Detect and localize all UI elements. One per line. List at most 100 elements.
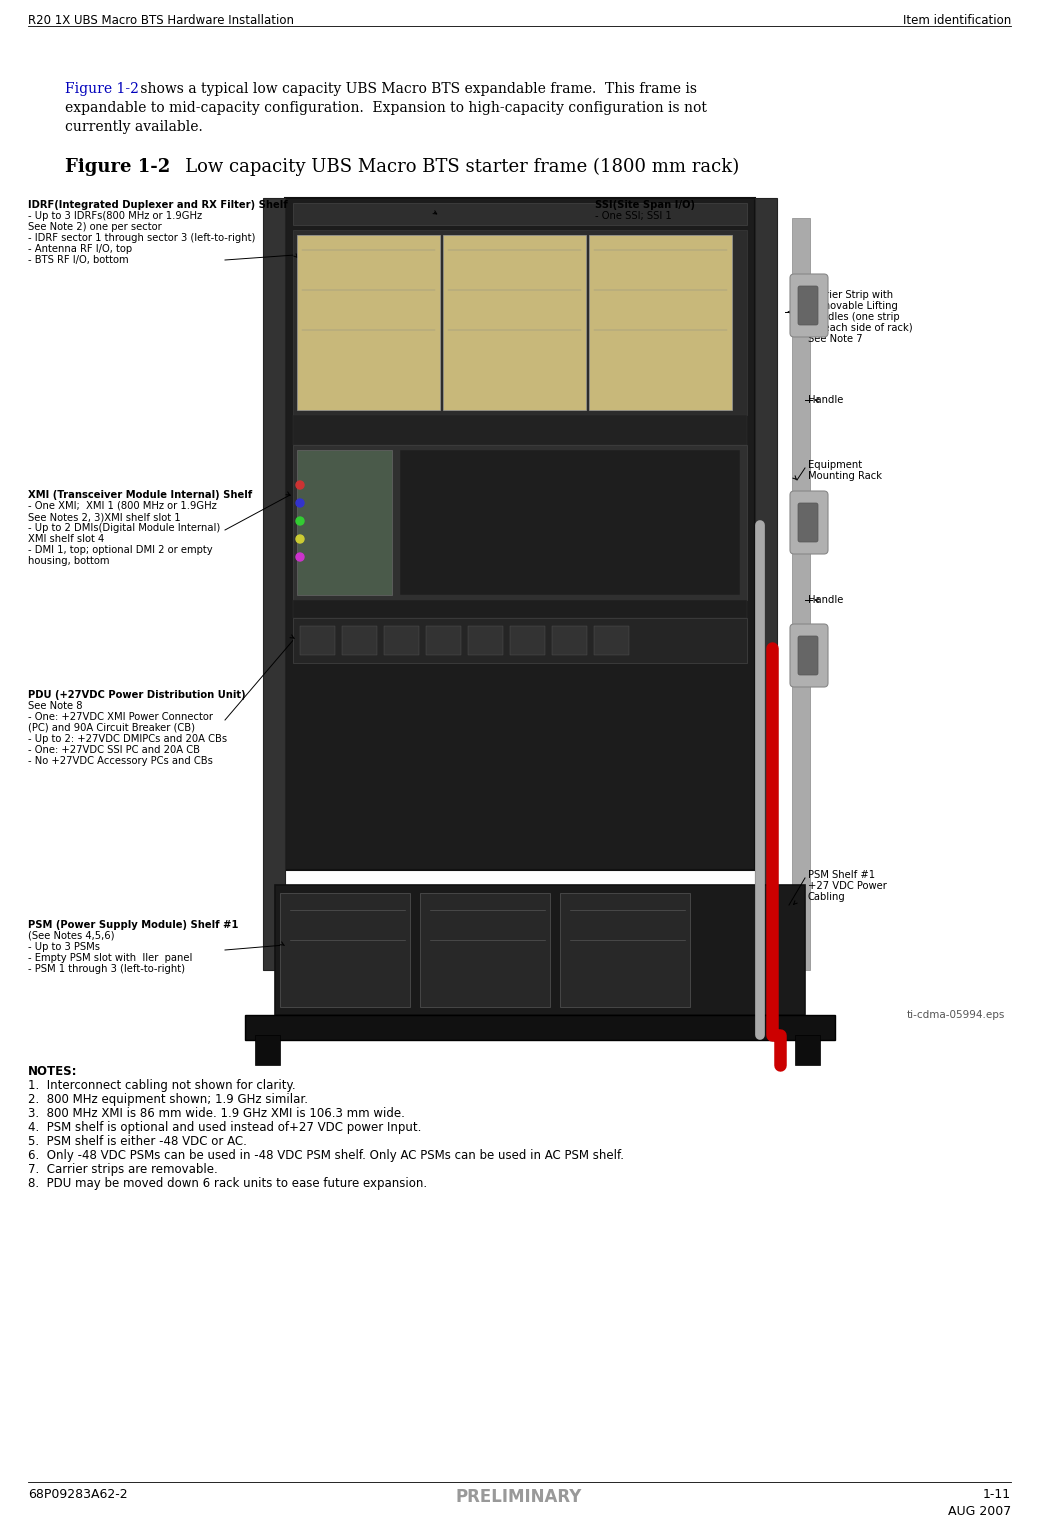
Text: - DMI 1, top; optional DMI 2 or empty: - DMI 1, top; optional DMI 2 or empty xyxy=(28,545,213,554)
FancyBboxPatch shape xyxy=(798,502,818,542)
Text: 3.  800 MHz XMI is 86 mm wide. 1.9 GHz XMI is 106.3 mm wide.: 3. 800 MHz XMI is 86 mm wide. 1.9 GHz XM… xyxy=(28,1107,405,1119)
FancyBboxPatch shape xyxy=(798,286,818,325)
Text: - Up to 3 IDRFs(800 MHz or 1.9GHz: - Up to 3 IDRFs(800 MHz or 1.9GHz xyxy=(28,211,203,221)
Bar xyxy=(594,626,629,655)
Bar xyxy=(297,235,439,411)
Text: IDRF(Integrated Duplexer and RX Filter) Shelf: IDRF(Integrated Duplexer and RX Filter) … xyxy=(28,200,288,211)
Bar xyxy=(275,886,805,1015)
Text: R20 1X UBS Macro BTS Hardware Installation: R20 1X UBS Macro BTS Hardware Installati… xyxy=(28,14,294,27)
Bar xyxy=(384,626,419,655)
FancyBboxPatch shape xyxy=(798,637,818,675)
Text: - No +27VDC Accessory PCs and CBs: - No +27VDC Accessory PCs and CBs xyxy=(28,756,213,767)
Text: - Up to 2 DMIs(Digital Module Internal): - Up to 2 DMIs(Digital Module Internal) xyxy=(28,524,220,533)
Text: See Note 7: See Note 7 xyxy=(808,334,862,344)
Bar xyxy=(589,235,732,411)
Text: Handle: Handle xyxy=(808,395,844,405)
Bar xyxy=(293,231,747,415)
Text: Item identification: Item identification xyxy=(903,14,1011,27)
Text: PRELIMINARY: PRELIMINARY xyxy=(456,1487,582,1506)
Text: 2.  800 MHz equipment shown; 1.9 GHz similar.: 2. 800 MHz equipment shown; 1.9 GHz simi… xyxy=(28,1093,308,1106)
Text: - One: +27VDC SSI PC and 20A CB: - One: +27VDC SSI PC and 20A CB xyxy=(28,745,199,754)
Text: shows a typical low capacity UBS Macro BTS expandable frame.  This frame is: shows a typical low capacity UBS Macro B… xyxy=(136,82,697,96)
Text: 4.  PSM shelf is optional and used instead of+27 VDC power Input.: 4. PSM shelf is optional and used instea… xyxy=(28,1121,422,1135)
Text: - Up to 3 PSMs: - Up to 3 PSMs xyxy=(28,942,100,951)
Text: Mounting Rack: Mounting Rack xyxy=(808,470,882,481)
Text: currently available.: currently available. xyxy=(65,121,203,134)
Text: PSM (Power Supply Module) Shelf #1: PSM (Power Supply Module) Shelf #1 xyxy=(28,919,239,930)
Text: PDU (+27VDC Power Distribution Unit): PDU (+27VDC Power Distribution Unit) xyxy=(28,690,245,699)
Bar xyxy=(297,450,392,596)
Bar xyxy=(285,199,755,870)
FancyBboxPatch shape xyxy=(790,625,828,687)
Text: See Note 2) one per sector: See Note 2) one per sector xyxy=(28,221,162,232)
Text: AUG 2007: AUG 2007 xyxy=(948,1506,1011,1518)
Circle shape xyxy=(296,553,304,560)
Bar xyxy=(510,626,545,655)
Text: (See Notes 4,5,6): (See Notes 4,5,6) xyxy=(28,931,114,941)
Text: - One: +27VDC XMI Power Connector: - One: +27VDC XMI Power Connector xyxy=(28,712,213,722)
Text: on each side of rack): on each side of rack) xyxy=(808,324,912,333)
Text: SSI(Site Span I/O): SSI(Site Span I/O) xyxy=(595,200,695,211)
Bar xyxy=(443,235,586,411)
Text: Figure 1-2: Figure 1-2 xyxy=(65,157,170,176)
Text: 7.  Carrier strips are removable.: 7. Carrier strips are removable. xyxy=(28,1164,218,1176)
Text: 68P09283A62-2: 68P09283A62-2 xyxy=(28,1487,128,1501)
Text: 1.  Interconnect cabling not shown for clarity.: 1. Interconnect cabling not shown for cl… xyxy=(28,1080,296,1092)
Text: ti-cdma-05994.eps: ti-cdma-05994.eps xyxy=(907,1009,1005,1020)
Text: housing, bottom: housing, bottom xyxy=(28,556,109,567)
Text: Cabling: Cabling xyxy=(808,892,846,902)
Bar xyxy=(426,626,461,655)
Bar xyxy=(755,199,777,970)
Text: XMI shelf slot 4: XMI shelf slot 4 xyxy=(28,534,104,544)
Text: - BTS RF I/O, bottom: - BTS RF I/O, bottom xyxy=(28,255,129,266)
Bar xyxy=(293,444,747,600)
Text: XMI (Transceiver Module Internal) Shelf: XMI (Transceiver Module Internal) Shelf xyxy=(28,490,252,499)
Bar xyxy=(255,1035,279,1064)
Text: PSM Shelf #1: PSM Shelf #1 xyxy=(808,870,875,880)
Text: Carrier Strip with: Carrier Strip with xyxy=(808,290,894,299)
Bar xyxy=(400,450,740,596)
Text: 1-11: 1-11 xyxy=(983,1487,1011,1501)
Text: 5.  PSM shelf is either -48 VDC or AC.: 5. PSM shelf is either -48 VDC or AC. xyxy=(28,1135,247,1148)
Bar xyxy=(293,600,747,618)
Text: Figure 1-2: Figure 1-2 xyxy=(65,82,139,96)
Bar xyxy=(293,618,747,663)
Text: - Up to 2: +27VDC DMIPCs and 20A CBs: - Up to 2: +27VDC DMIPCs and 20A CBs xyxy=(28,734,228,744)
Circle shape xyxy=(296,481,304,489)
Bar xyxy=(263,199,285,970)
Circle shape xyxy=(296,534,304,544)
Bar xyxy=(245,1015,835,1040)
Bar xyxy=(342,626,377,655)
Text: - PSM 1 through 3 (left-to-right): - PSM 1 through 3 (left-to-right) xyxy=(28,964,185,974)
Text: See Note 8: See Note 8 xyxy=(28,701,82,712)
FancyBboxPatch shape xyxy=(790,273,828,337)
Circle shape xyxy=(296,518,304,525)
Text: expandable to mid-capacity configuration.  Expansion to high-capacity configurat: expandable to mid-capacity configuration… xyxy=(65,101,707,115)
Text: Equipment: Equipment xyxy=(808,460,862,470)
Text: (PC) and 90A Circuit Breaker (CB): (PC) and 90A Circuit Breaker (CB) xyxy=(28,722,195,733)
Text: 6.  Only -48 VDC PSMs can be used in -48 VDC PSM shelf. Only AC PSMs can be used: 6. Only -48 VDC PSMs can be used in -48 … xyxy=(28,1148,624,1162)
Text: See Notes 2, 3)XMI shelf slot 1: See Notes 2, 3)XMI shelf slot 1 xyxy=(28,512,181,522)
FancyBboxPatch shape xyxy=(790,492,828,554)
Bar xyxy=(552,626,587,655)
Text: - Antenna RF I/O, top: - Antenna RF I/O, top xyxy=(28,244,132,253)
Text: Handles (one strip: Handles (one strip xyxy=(808,312,900,322)
Bar xyxy=(293,415,747,444)
Bar xyxy=(560,893,690,1006)
Text: NOTES:: NOTES: xyxy=(28,1064,78,1078)
Text: Handle: Handle xyxy=(808,596,844,605)
Text: - One SSI; SSI 1: - One SSI; SSI 1 xyxy=(595,211,672,221)
Text: - One XMI;  XMI 1 (800 MHz or 1.9GHz: - One XMI; XMI 1 (800 MHz or 1.9GHz xyxy=(28,501,217,512)
Text: 8.  PDU may be moved down 6 rack units to ease future expansion.: 8. PDU may be moved down 6 rack units to… xyxy=(28,1177,427,1190)
Text: Removable Lifting: Removable Lifting xyxy=(808,301,898,312)
Text: - Empty PSM slot with  ller  panel: - Empty PSM slot with ller panel xyxy=(28,953,192,964)
Circle shape xyxy=(296,499,304,507)
Bar xyxy=(468,626,503,655)
Bar xyxy=(420,893,550,1006)
Text: Low capacity UBS Macro BTS starter frame (1800 mm rack): Low capacity UBS Macro BTS starter frame… xyxy=(168,157,740,176)
Bar xyxy=(792,218,810,970)
Bar xyxy=(293,203,747,224)
Bar xyxy=(795,1035,820,1064)
Text: +27 VDC Power: +27 VDC Power xyxy=(808,881,887,890)
Bar xyxy=(279,893,410,1006)
